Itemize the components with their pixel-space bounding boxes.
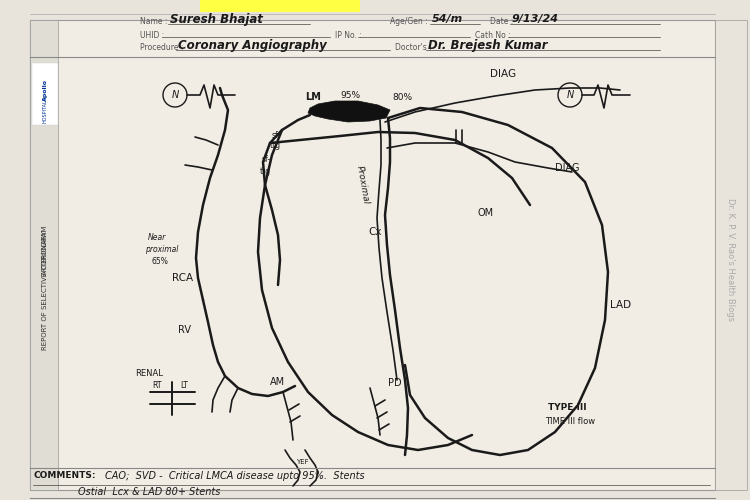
- Text: Doctor's :: Doctor's :: [395, 44, 432, 52]
- Text: Date :: Date :: [490, 18, 513, 26]
- Text: LT: LT: [180, 382, 188, 390]
- Bar: [30, 20, 58, 490]
- Text: RV: RV: [178, 325, 191, 335]
- Text: LM: LM: [305, 92, 321, 102]
- Text: Proximal: Proximal: [355, 165, 370, 205]
- Text: sf-: sf-: [272, 130, 281, 140]
- Text: Age/Gen :: Age/Gen :: [390, 18, 427, 26]
- Text: OM: OM: [478, 208, 494, 218]
- Text: N: N: [171, 90, 178, 100]
- Bar: [32, 63, 58, 125]
- Text: Suresh Bhajat: Suresh Bhajat: [170, 12, 262, 26]
- Text: N: N: [566, 90, 574, 100]
- Text: 80%: 80%: [392, 92, 412, 102]
- Text: Dr. Brejesh Kumar: Dr. Brejesh Kumar: [428, 38, 548, 52]
- Text: Near: Near: [148, 234, 166, 242]
- Text: YEF: YEF: [296, 459, 309, 465]
- Text: 9/13/24: 9/13/24: [512, 14, 559, 24]
- Text: Name :: Name :: [140, 18, 167, 26]
- Text: Apollo: Apollo: [43, 79, 47, 101]
- Text: Cath No :: Cath No :: [475, 30, 511, 40]
- Text: RT: RT: [152, 382, 161, 390]
- Text: CAO;  SVD -  Critical LMCA disease upto 95%.  Stents: CAO; SVD - Critical LMCA disease upto 95…: [105, 471, 364, 481]
- Text: Ostial  Lcx & LAD 80+ Stents: Ostial Lcx & LAD 80+ Stents: [78, 487, 220, 497]
- Polygon shape: [308, 101, 390, 122]
- Text: COMMENTS:: COMMENTS:: [33, 472, 95, 480]
- Text: HOSPITALS: HOSPITALS: [43, 96, 47, 124]
- Text: 95%: 95%: [340, 90, 360, 100]
- Text: Coronary Angiography: Coronary Angiography: [178, 38, 327, 52]
- Text: DIAG: DIAG: [555, 163, 580, 173]
- Bar: [200, 0, 360, 12]
- Text: ttg: ttg: [260, 166, 272, 175]
- Text: UHID :: UHID :: [140, 30, 164, 40]
- Text: 65%: 65%: [152, 258, 169, 266]
- Text: RCA: RCA: [172, 273, 194, 283]
- Text: Procedure :: Procedure :: [140, 44, 183, 52]
- Text: IP No. :: IP No. :: [335, 30, 362, 40]
- Text: DIAG: DIAG: [490, 69, 516, 79]
- Text: ttg: ttg: [270, 142, 281, 150]
- Bar: [715, 20, 747, 490]
- Text: TYPE III: TYPE III: [548, 404, 586, 412]
- Text: TIME III flow: TIME III flow: [545, 418, 596, 426]
- Text: AM: AM: [270, 377, 285, 387]
- Text: PD: PD: [388, 378, 402, 388]
- Text: sf-: sf-: [262, 156, 272, 164]
- Text: 54/m: 54/m: [432, 14, 464, 24]
- Text: REPORT OF SELECTIVE CORONARY: REPORT OF SELECTIVE CORONARY: [42, 230, 48, 350]
- Text: RENAL: RENAL: [135, 368, 163, 378]
- Text: ARTERIOGRAM: ARTERIOGRAM: [42, 225, 48, 275]
- Text: LAD: LAD: [610, 300, 632, 310]
- Text: proximal: proximal: [145, 246, 178, 254]
- Text: Dr. K. P. V. Rao's Health Blogs: Dr. K. P. V. Rao's Health Blogs: [727, 198, 736, 322]
- Text: Cx: Cx: [368, 227, 382, 237]
